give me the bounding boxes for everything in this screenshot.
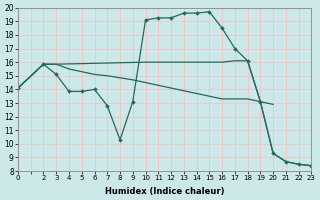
X-axis label: Humidex (Indice chaleur): Humidex (Indice chaleur) <box>105 187 224 196</box>
